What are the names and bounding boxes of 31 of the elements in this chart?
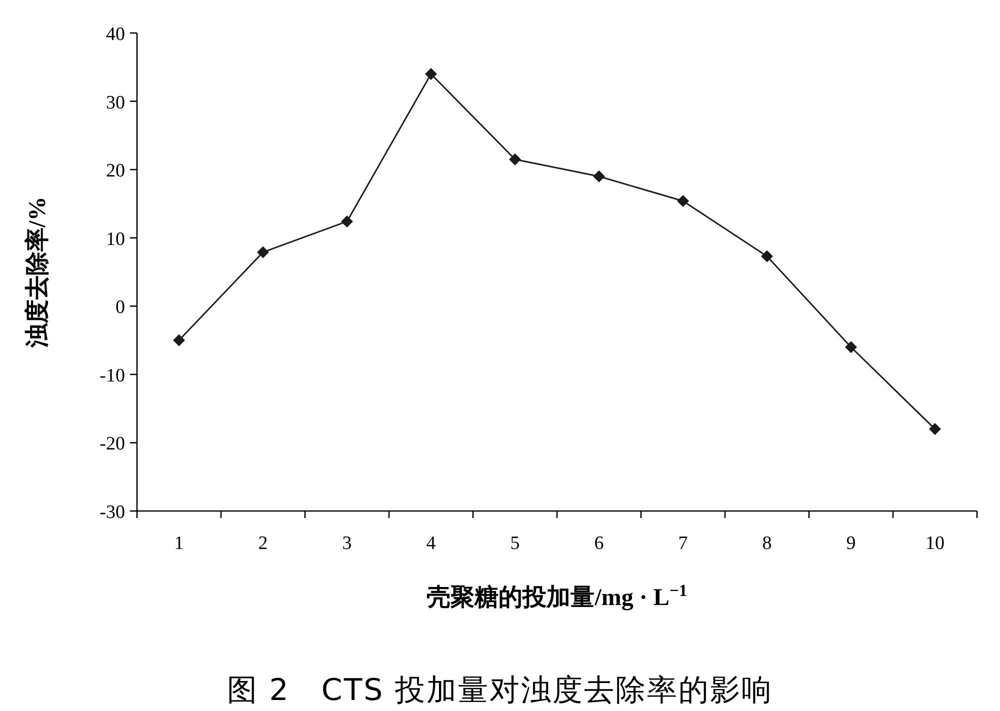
caption: 图 2 CTS 投加量对浊度去除率的影响 — [226, 673, 774, 708]
y-tick-label: 30 — [106, 92, 125, 114]
y-tick-label: 20 — [106, 160, 125, 182]
point — [425, 68, 437, 80]
x-tick-label: 6 — [594, 533, 604, 554]
x-tick-label: 2 — [258, 533, 268, 554]
x-tick-label: 5 — [510, 533, 520, 554]
x-tick-label: 3 — [342, 533, 352, 554]
point — [677, 194, 689, 207]
point — [761, 250, 773, 262]
x-axis-title: 壳聚糖的投加量/mg · L$^{−1}$ — [426, 580, 688, 611]
x-tick-label: 4 — [426, 533, 436, 554]
y-tick-label: -10 — [100, 365, 125, 386]
x-tick-label: 1 — [174, 533, 184, 554]
point — [845, 341, 857, 354]
point — [341, 215, 353, 228]
y-tick-label: 10 — [106, 228, 125, 250]
point — [257, 246, 269, 258]
y-tick-label: -30 — [100, 502, 125, 523]
y-tick-label: -20 — [100, 434, 125, 455]
x-tick-label: 9 — [846, 533, 856, 554]
y-axis-title: 浊度去除率/% — [24, 196, 51, 348]
point — [593, 170, 605, 182]
x-tick-label: 7 — [678, 533, 688, 554]
x-tick-label: 10 — [926, 533, 944, 554]
point — [173, 334, 185, 346]
x-tick-label: 8 — [762, 533, 772, 554]
y-tick-label: 0 — [116, 297, 125, 318]
point — [509, 153, 521, 166]
point — [929, 423, 941, 436]
y-tick-label: 40 — [106, 24, 125, 45]
